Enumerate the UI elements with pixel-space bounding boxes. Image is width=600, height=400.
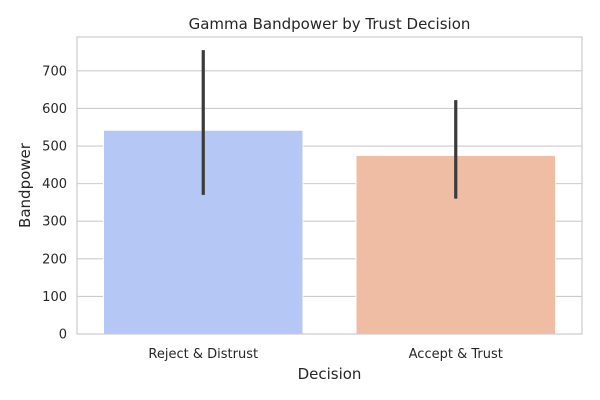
plot-frame <box>76 36 583 335</box>
y-tick-label: 200 <box>42 252 67 267</box>
y-tick-labels: 0 100 200 300 400 500 600 700 <box>42 64 67 342</box>
y-tick-label: 600 <box>42 102 67 117</box>
x-axis-title: Decision <box>298 365 362 383</box>
y-tick-label: 500 <box>42 140 67 155</box>
y-tick-label: 300 <box>42 215 67 230</box>
chart-title: Gamma Bandpower by Trust Decision <box>189 15 471 33</box>
error-bars <box>201 50 458 199</box>
y-tick-label: 400 <box>42 177 67 192</box>
y-tick-label: 0 <box>59 328 67 343</box>
x-tick-label: Reject & Distrust <box>148 347 258 362</box>
y-tick-label: 700 <box>42 64 67 79</box>
y-axis-title: Bandpower <box>16 142 34 228</box>
x-tick-label: Accept & Trust <box>409 347 503 362</box>
y-tick-label: 100 <box>42 290 67 305</box>
x-tick-labels: Reject & Distrust Accept & Trust <box>148 347 502 362</box>
